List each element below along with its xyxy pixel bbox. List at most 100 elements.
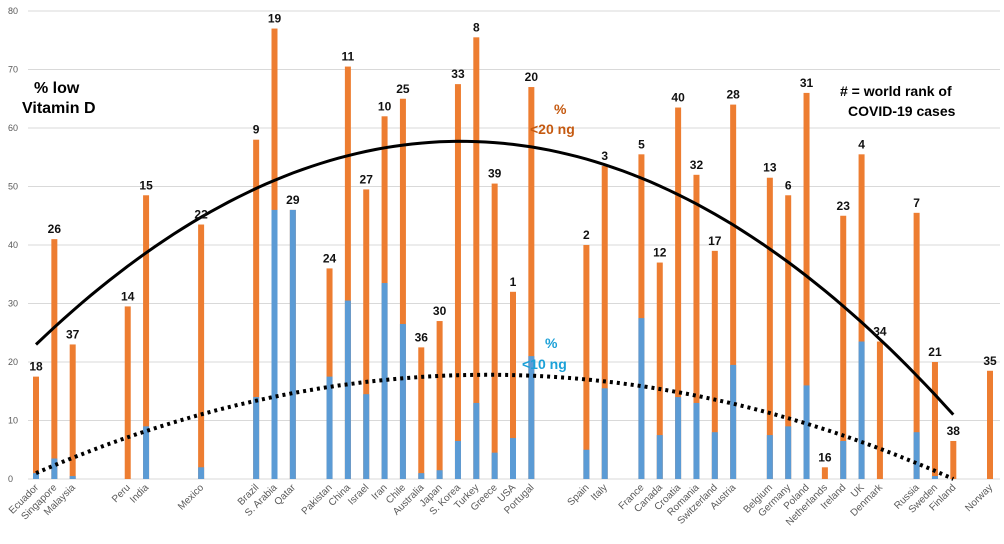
trend-curve-low10 — [35, 372, 955, 481]
bar-low20-romania — [693, 174, 700, 480]
rank-label: 30 — [433, 304, 447, 318]
bar-low20-ireland — [840, 215, 847, 479]
trend-curves — [34, 139, 955, 481]
rank-label: 25 — [396, 82, 410, 96]
rank-label: 3 — [601, 149, 608, 163]
bar-low20-poland — [803, 92, 810, 480]
bar-low10-croatia — [675, 397, 682, 479]
bar-low10-italy — [601, 388, 608, 479]
x-category-label: Norway — [963, 482, 995, 514]
bar-low10-s-arabia — [271, 209, 278, 479]
rank-label: 38 — [947, 424, 961, 438]
rank-label: 1 — [510, 275, 517, 289]
bar-low20-croatia — [675, 107, 682, 480]
y-tick-label: 10 — [8, 416, 18, 426]
bar-low10-iran — [381, 283, 388, 479]
bar-low10-turkey — [473, 402, 480, 479]
bar-low20-france — [638, 154, 645, 479]
bar-low10-france — [638, 318, 645, 479]
bar-low10-s-korea — [454, 440, 461, 479]
bar-low10-ireland — [840, 440, 847, 479]
rank-label: 19 — [268, 12, 282, 26]
bar-low10-qatar — [289, 209, 296, 479]
y-tick-label: 40 — [8, 240, 18, 250]
bar-low20-turkey — [473, 37, 480, 479]
bar-low20-malaysia — [69, 344, 76, 479]
series10-label-line2: <10 ng — [522, 356, 567, 372]
series20-label-line2: <20 ng — [530, 121, 575, 137]
series10-label-line1: % — [545, 335, 558, 351]
bar-low10-germany — [785, 426, 792, 479]
rank-label: 36 — [415, 330, 429, 344]
rank-label: 23 — [837, 199, 851, 213]
bar-low10-malaysia — [69, 476, 76, 479]
rank-label: 14 — [121, 289, 135, 303]
rank-label: 2 — [583, 228, 590, 242]
bar-low10-japan — [436, 470, 443, 479]
y-tick-label: 70 — [8, 65, 18, 75]
rank-label: 20 — [525, 70, 539, 84]
ylabel-line2: Vitamin D — [22, 100, 96, 117]
rank-label: 40 — [671, 91, 685, 105]
bar-low10-spain — [583, 449, 590, 479]
rank-label: 26 — [48, 222, 62, 236]
bar-low10-singapore — [51, 458, 58, 479]
bar-low10-chile — [399, 323, 406, 479]
bar-low20-australia — [418, 347, 425, 479]
rank-label: 13 — [763, 161, 777, 175]
bar-low20-mexico — [198, 224, 205, 479]
rank-label: 21 — [928, 345, 942, 359]
bar-low10-mexico — [198, 467, 205, 479]
rank-label: 27 — [360, 172, 374, 186]
rank-label: 5 — [638, 137, 645, 151]
y-tick-label: 80 — [8, 6, 18, 16]
bar-low20-china — [344, 66, 351, 479]
bar-low20-india — [143, 195, 150, 479]
bar-low20-sweden — [931, 362, 938, 479]
bar-low20-usa — [510, 291, 516, 479]
y-tick-label: 30 — [8, 299, 18, 309]
bar-low20-brazil — [253, 139, 260, 479]
bar-low20-switzerland — [711, 250, 718, 479]
rank-label: 11 — [342, 50, 355, 64]
rank-label: 7 — [913, 196, 920, 210]
bar-low10-sweden — [931, 476, 938, 479]
bar-low10-romania — [693, 402, 700, 479]
rank-note-line1: # = world rank of — [840, 83, 952, 99]
rank-label: 31 — [800, 76, 814, 90]
bar-low20-peru — [124, 306, 131, 479]
y-tick-label: 60 — [8, 123, 18, 133]
bar-low20-israel — [363, 189, 370, 480]
bar-low20-norway — [987, 370, 993, 479]
rank-label: 4 — [858, 137, 865, 151]
bar-low20-belgium — [766, 177, 773, 479]
bar-low20-netherlands — [821, 467, 828, 479]
rank-label: 9 — [253, 123, 260, 137]
bar-low20-russia — [913, 212, 920, 479]
bar-low10-australia — [418, 473, 425, 479]
rank-label: 17 — [708, 234, 722, 248]
bar-low20-italy — [601, 166, 608, 479]
y-axis-ticks: 0 10 20 30 40 50 60 70 80 — [8, 6, 18, 484]
rank-label: 15 — [139, 178, 153, 192]
series20-label-line1: % — [554, 101, 567, 117]
bar-low10-ecuador — [33, 473, 39, 479]
rank-label: 8 — [473, 20, 480, 34]
bar-low20-canada — [656, 262, 663, 479]
bar-low10-brazil — [253, 397, 260, 479]
x-category-label: India — [128, 482, 151, 505]
x-category-label: Israel — [346, 482, 371, 507]
bar-low10-belgium — [766, 435, 773, 479]
bar-low10-pakistan — [326, 376, 333, 479]
rank-label: 29 — [286, 193, 300, 207]
rank-note-line2: COVID-19 cases — [848, 103, 956, 119]
x-category-label: Spain — [566, 482, 592, 508]
y-tick-label: 0 — [8, 474, 13, 484]
bar-low10-poland — [803, 385, 810, 479]
bar-low20-germany — [785, 195, 792, 479]
bars — [33, 28, 993, 480]
rank-labels: 1826371415229192924112710253630338391202… — [29, 12, 997, 465]
rank-label: 16 — [818, 450, 832, 464]
bar-low10-portugal — [528, 356, 535, 479]
